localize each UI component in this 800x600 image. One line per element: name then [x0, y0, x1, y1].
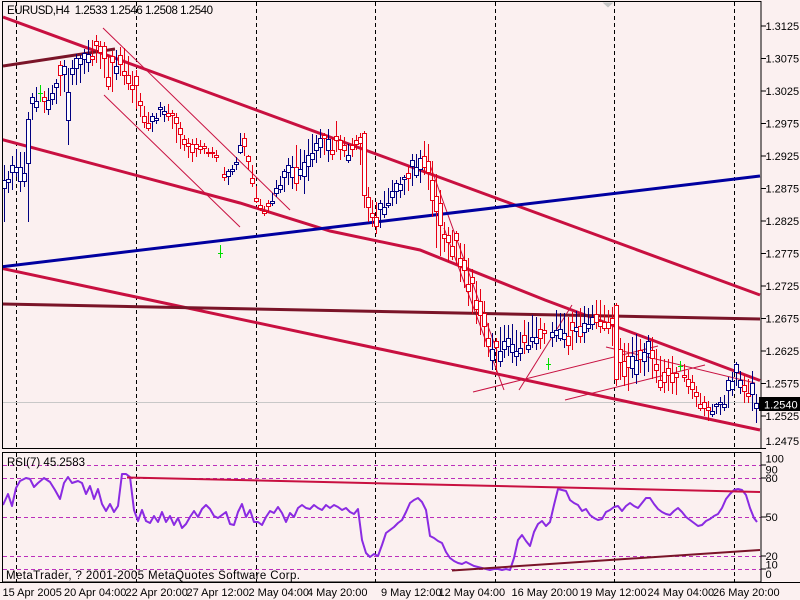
- svg-text:1.3025: 1.3025: [766, 86, 800, 98]
- svg-text:1.2475: 1.2475: [766, 436, 800, 448]
- svg-text:19 May 12:00: 19 May 12:00: [580, 587, 647, 599]
- svg-text:16 May 20:00: 16 May 20:00: [512, 587, 579, 599]
- svg-text:24 May 04:00: 24 May 04:00: [648, 587, 715, 599]
- svg-text:2 May 04:00: 2 May 04:00: [249, 587, 310, 599]
- svg-text:1.2525: 1.2525: [766, 411, 800, 423]
- svg-text:20: 20: [766, 551, 778, 563]
- svg-text:0: 0: [766, 569, 772, 581]
- svg-text:27 Apr 12:00: 27 Apr 12:00: [187, 587, 249, 599]
- svg-text:1.2825: 1.2825: [766, 216, 800, 228]
- svg-text:1.2540: 1.2540: [764, 400, 798, 412]
- svg-text:EURUSD,H4 1.2533 1.2546 1.250: EURUSD,H4 1.2533 1.2546 1.2508 1.2540: [7, 5, 213, 17]
- svg-text:1.2725: 1.2725: [766, 281, 800, 293]
- svg-text:20 Apr 04:00: 20 Apr 04:00: [64, 587, 126, 599]
- svg-text:RSI(7) 45.2583: RSI(7) 45.2583: [7, 457, 85, 469]
- svg-text:1.2875: 1.2875: [766, 183, 800, 195]
- svg-text:80: 80: [766, 473, 778, 485]
- svg-text:1.3075: 1.3075: [766, 53, 800, 65]
- svg-text:90: 90: [766, 465, 778, 477]
- svg-text:15 Apr 2005: 15 Apr 2005: [3, 587, 62, 599]
- svg-text:22 Apr 20:00: 22 Apr 20:00: [126, 587, 188, 599]
- svg-text:1.2625: 1.2625: [766, 346, 800, 358]
- svg-text:50: 50: [766, 512, 778, 524]
- svg-text:MetaTrader, ? 2001-2005 MetaQu: MetaTrader, ? 2001-2005 MetaQuotes Softw…: [6, 570, 300, 582]
- svg-text:100: 100: [766, 454, 784, 466]
- svg-text:26 May 20:00: 26 May 20:00: [713, 587, 780, 599]
- svg-text:9 May 12:00: 9 May 12:00: [381, 587, 442, 599]
- svg-text:1.2575: 1.2575: [766, 378, 800, 390]
- svg-text:1.2675: 1.2675: [766, 313, 800, 325]
- svg-text:10: 10: [766, 560, 778, 572]
- svg-text:4 May 20:00: 4 May 20:00: [307, 587, 368, 599]
- svg-text:1.2775: 1.2775: [766, 248, 800, 260]
- svg-text:12 May 04:00: 12 May 04:00: [439, 587, 506, 599]
- svg-text:1.2925: 1.2925: [766, 151, 800, 163]
- svg-text:1.2975: 1.2975: [766, 118, 800, 130]
- svg-text:1.3125: 1.3125: [766, 21, 800, 33]
